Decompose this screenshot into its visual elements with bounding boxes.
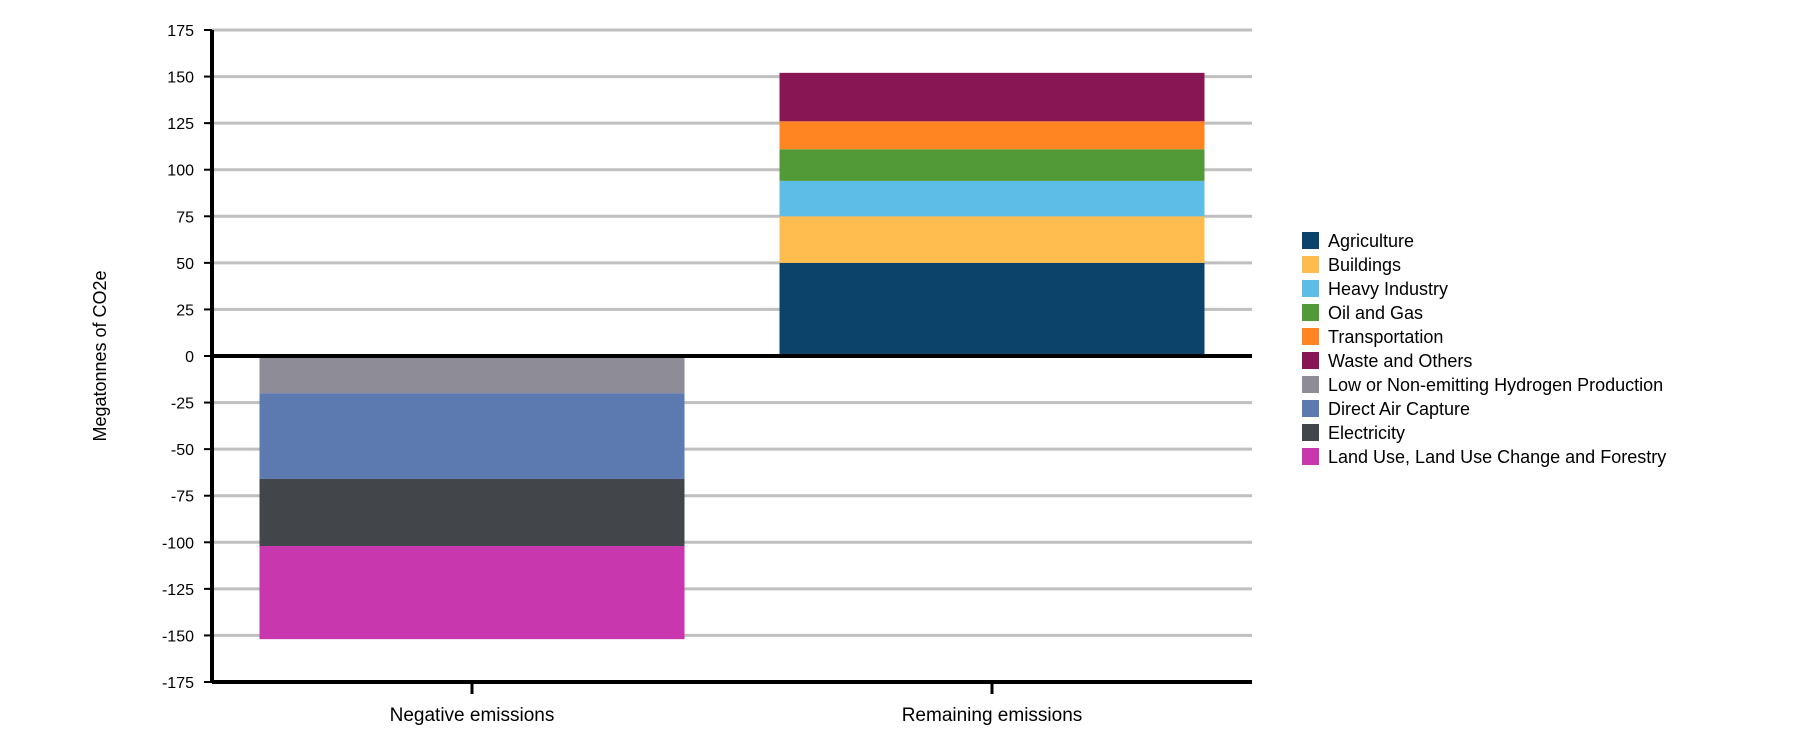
bar-segment-direct-air-capture <box>259 393 685 479</box>
y-tick-label: 25 <box>176 302 194 319</box>
y-axis-ticks: 175 150 125 100 75 50 25 0 -25 -50 -75 -100 -125 -150… <box>162 23 212 692</box>
legend-swatch <box>1302 328 1319 345</box>
legend-swatch <box>1302 400 1319 417</box>
bar-segment-land-use-land-use-change-and-forestry <box>259 546 685 640</box>
bars <box>259 72 1205 640</box>
legend-label: Electricity <box>1328 423 1405 443</box>
y-tick-label: 100 <box>167 163 194 180</box>
y-tick-label: 50 <box>176 256 194 273</box>
y-tick-label: 0 <box>185 349 194 366</box>
legend-label: Direct Air Capture <box>1328 399 1470 419</box>
bar-segment-oil-and-gas <box>779 149 1205 181</box>
y-tick-label: -150 <box>162 628 194 645</box>
x-category-label: Remaining emissions <box>902 705 1083 726</box>
legend-swatch <box>1302 376 1319 393</box>
y-tick-label: 175 <box>167 23 194 40</box>
bar-segment-heavy-industry <box>779 180 1205 217</box>
legend-label: Agriculture <box>1328 231 1414 251</box>
legend-swatch <box>1302 280 1319 297</box>
legend-swatch <box>1302 424 1319 441</box>
y-tick-label: 125 <box>167 116 194 133</box>
legend-label: Oil and Gas <box>1328 303 1423 323</box>
legend: Agriculture Buildings Heavy Industry Oil an… <box>1302 231 1666 467</box>
bar-segment-buildings <box>779 216 1205 263</box>
legend-swatch <box>1302 304 1319 321</box>
x-axis-categories: Negative emissions Remaining emissions <box>390 682 1083 726</box>
y-tick-label: -75 <box>171 489 194 506</box>
y-tick-label: -175 <box>162 675 194 692</box>
y-tick-label: -25 <box>171 396 194 413</box>
legend-label: Heavy Industry <box>1328 279 1448 299</box>
y-tick-label: 150 <box>167 70 194 87</box>
legend-label: Buildings <box>1328 255 1401 275</box>
y-tick-label: -50 <box>171 442 194 459</box>
bar-segment-electricity <box>259 478 685 547</box>
bar-segment-transportation <box>779 121 1205 150</box>
x-category-label: Negative emissions <box>390 705 555 726</box>
y-tick-label: -125 <box>162 582 194 599</box>
bar-segment-agriculture <box>779 262 1205 356</box>
legend-label: Waste and Others <box>1328 351 1472 371</box>
y-tick-label: -100 <box>162 535 194 552</box>
legend-label: Transportation <box>1328 327 1443 347</box>
bar-segment-low-or-non-emitting-hydrogen-production <box>259 356 685 394</box>
y-tick-label: 75 <box>176 209 194 226</box>
y-axis-label: Megatonnes of CO2e <box>90 270 110 441</box>
legend-label: Land Use, Land Use Change and Forestry <box>1328 447 1666 467</box>
legend-swatch <box>1302 352 1319 369</box>
legend-swatch <box>1302 232 1319 249</box>
legend-swatch <box>1302 256 1319 273</box>
legend-swatch <box>1302 448 1319 465</box>
bar-segment-waste-and-others <box>779 72 1205 122</box>
legend-label: Low or Non-emitting Hydrogen Production <box>1328 375 1663 395</box>
